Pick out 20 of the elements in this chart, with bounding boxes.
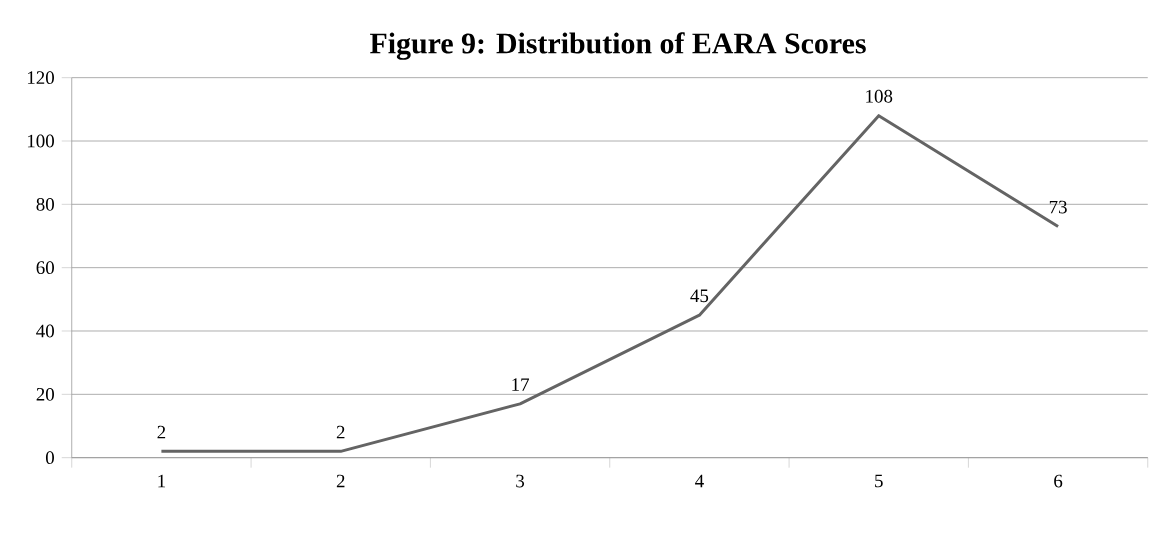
data-label: 73: [1049, 200, 1067, 214]
y-tick-label: 80: [36, 197, 54, 211]
data-label: 2: [157, 425, 166, 439]
y-tick-label: 100: [27, 134, 54, 148]
y-tick-label: 20: [36, 387, 54, 401]
data-label: 108: [866, 89, 893, 103]
data-label: 2: [336, 425, 345, 439]
x-tick-label: 3: [516, 474, 525, 488]
y-tick-label: 0: [45, 451, 54, 465]
x-tick-label: 1: [158, 474, 166, 488]
data-label: 45: [690, 289, 709, 303]
y-tick-label: 60: [36, 261, 54, 275]
x-tick-label: 5: [875, 474, 883, 488]
y-tick-label: 120: [27, 71, 54, 85]
chart-title: Figure 9: Distribution of EARA Scores: [370, 32, 866, 60]
x-tick-label: 2: [336, 474, 345, 488]
y-tick-label: 40: [36, 324, 54, 338]
x-tick-label: 4: [695, 474, 704, 488]
x-tick-label: 6: [1054, 474, 1063, 488]
data-label: 17: [512, 378, 530, 391]
